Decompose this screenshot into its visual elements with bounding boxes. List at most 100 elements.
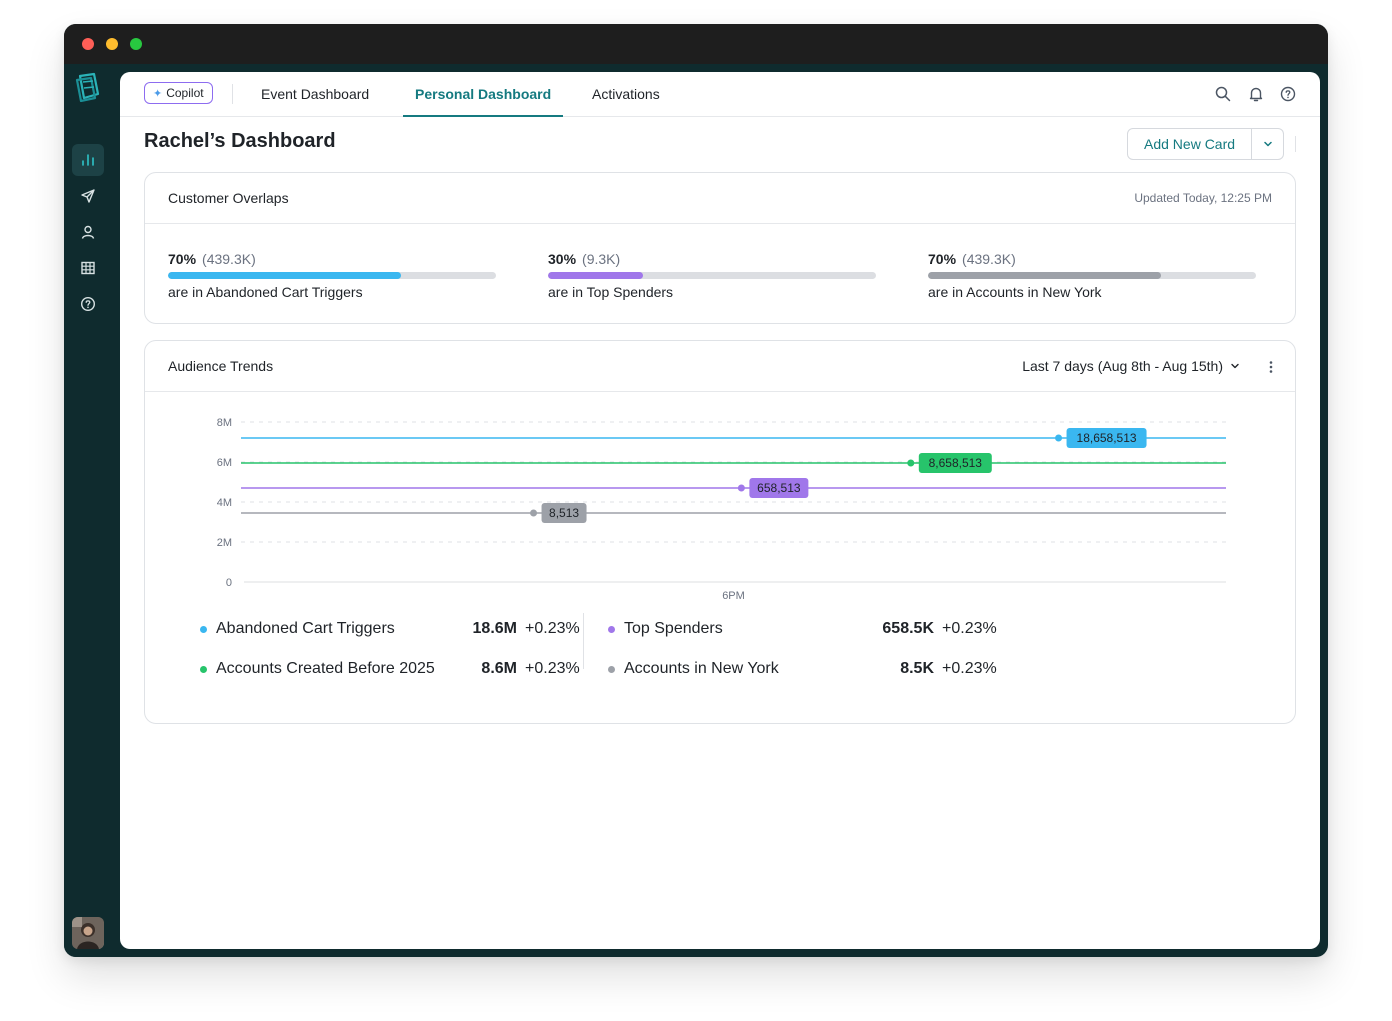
user-avatar[interactable] <box>72 917 104 949</box>
bell-icon[interactable] <box>1247 85 1265 103</box>
avatar-photo-icon <box>72 917 104 949</box>
send-icon <box>81 189 95 203</box>
series-value-label: 8,658,513 <box>929 456 983 470</box>
tab-personal-dashboard[interactable]: Personal Dashboard <box>402 72 564 117</box>
minimize-window-button[interactable] <box>106 38 118 50</box>
y-tick-label: 4M <box>217 497 232 509</box>
overlap-count: (439.3K) <box>202 251 256 267</box>
card-title: Customer Overlaps <box>168 190 289 206</box>
sidebar-item-activations[interactable] <box>72 180 104 212</box>
legend-value: 658.5K <box>882 620 934 637</box>
tab-activations[interactable]: Activations <box>592 86 660 102</box>
sidebar-item-tables[interactable] <box>72 252 104 284</box>
series-value-badge <box>541 503 587 523</box>
title-bar <box>64 24 1328 64</box>
legend-item[interactable]: Accounts Created Before 2025 <box>200 659 435 679</box>
date-range-select[interactable]: Last 7 days (Aug 8th - Aug 15th) <box>1022 358 1241 374</box>
series-value-label: 8,513 <box>549 506 579 520</box>
legend-item[interactable]: Top Spenders <box>608 619 723 639</box>
maximize-window-button[interactable] <box>130 38 142 50</box>
help-circle-icon <box>80 296 96 312</box>
overlap-count: (439.3K) <box>962 251 1016 267</box>
more-options-icon[interactable] <box>1265 359 1277 375</box>
x-tick-label: 6PM <box>722 590 745 602</box>
overlap-item: 70% (439.3K) are in Abandoned Cart Trigge… <box>168 251 496 300</box>
sparkle-icon: ✦ <box>153 87 163 100</box>
overlap-bar <box>928 272 1256 279</box>
legend-change: +0.23% <box>525 620 580 637</box>
sidebar <box>64 64 120 957</box>
tab-event-dashboard[interactable]: Event Dashboard <box>261 86 370 102</box>
customer-overlaps-card: Customer Overlaps Updated Today, 12:25 P… <box>144 172 1296 324</box>
legend-change: +0.23% <box>525 660 580 677</box>
legend-name: Top Spenders <box>624 620 723 637</box>
user-icon <box>81 225 95 239</box>
overlap-bar <box>168 272 496 279</box>
sidebar-item-profiles[interactable] <box>72 216 104 248</box>
main-content: ✦ Copilot Event Dashboard Personal Dashb… <box>120 72 1320 949</box>
series-value-badge <box>749 478 809 498</box>
y-tick-label: 6M <box>217 457 232 469</box>
date-range-label: Last 7 days (Aug 8th - Aug 15th) <box>1022 358 1223 374</box>
sidebar-item-analytics[interactable] <box>72 144 104 176</box>
help-icon[interactable] <box>1279 85 1297 103</box>
page-title: Rachel’s Dashboard <box>144 130 336 152</box>
chevron-down-icon <box>1231 363 1239 369</box>
overlap-bar-fill <box>548 272 644 279</box>
audience-trends-chart: 0 2M 4M 6M 8M 6PM 18,658,513 8,658,513 658,513 8,… <box>217 417 1226 602</box>
series-marker <box>530 509 538 517</box>
legend-value: 18.6M <box>472 620 517 637</box>
add-new-card-button[interactable]: Add New Card <box>1127 128 1253 160</box>
overlap-bar-fill <box>168 272 401 279</box>
y-tick-label: 0 <box>226 577 232 589</box>
series-marker <box>907 459 915 467</box>
overlap-description: are in Accounts in New York <box>928 284 1102 300</box>
overlap-count: (9.3K) <box>582 251 621 267</box>
overlap-percent: 70% <box>928 251 957 267</box>
legend-value: 8.5K <box>900 660 934 677</box>
overlap-item: 70% (439.3K) are in Accounts in New York <box>928 251 1256 300</box>
table-icon <box>81 261 95 275</box>
card-header: Customer Overlaps Updated Today, 12:25 P… <box>145 173 1295 224</box>
legend-change: +0.23% <box>942 660 997 677</box>
series-value-label: 18,658,513 <box>1077 431 1137 445</box>
overlap-description: are in Abandoned Cart Triggers <box>168 284 363 300</box>
app-logo-icon[interactable] <box>74 72 102 102</box>
copilot-button[interactable]: ✦ Copilot <box>144 82 213 104</box>
sidebar-item-help[interactable] <box>72 288 104 320</box>
legend-dot <box>200 665 207 673</box>
overlap-item: 30% (9.3K) are in Top Spenders <box>548 251 876 300</box>
legend-dot <box>608 625 615 633</box>
legend-value: 8.6M <box>481 660 517 677</box>
series-value-label: 658,513 <box>757 481 801 495</box>
legend-divider <box>583 613 584 669</box>
chevron-down-icon <box>1263 141 1272 147</box>
overlap-description: are in Top Spenders <box>548 284 674 300</box>
series-value-badge <box>918 453 992 473</box>
legend-name: Accounts in New York <box>624 660 779 677</box>
search-icon[interactable] <box>1214 85 1232 103</box>
legend-dot <box>200 625 207 633</box>
copilot-label: Copilot <box>166 86 204 100</box>
updated-timestamp: Updated Today, 12:25 PM <box>1134 191 1272 205</box>
legend-name: Abandoned Cart Triggers <box>216 620 395 637</box>
overlap-bar-fill <box>928 272 1161 279</box>
app-window: ✦ Copilot Event Dashboard Personal Dashb… <box>64 24 1328 957</box>
card-header: Audience Trends Last 7 days (Aug 8th - A… <box>145 341 1295 392</box>
nav-divider <box>232 84 233 104</box>
add-card-control: Add New Card <box>1127 128 1285 160</box>
top-navigation: ✦ Copilot Event Dashboard Personal Dashb… <box>120 72 1320 117</box>
audience-trends-card: Audience Trends Last 7 days (Aug 8th - A… <box>144 340 1296 724</box>
legend-item[interactable]: Accounts in New York <box>608 659 779 679</box>
series-marker <box>1055 434 1063 442</box>
legend-name: Accounts Created Before 2025 <box>216 660 435 677</box>
card-title: Audience Trends <box>168 358 274 374</box>
close-window-button[interactable] <box>82 38 94 50</box>
overlap-percent: 70% <box>168 251 197 267</box>
legend-item[interactable]: Abandoned Cart Triggers <box>200 619 395 639</box>
y-tick-label: 8M <box>217 417 232 429</box>
bar-chart-icon <box>82 154 94 166</box>
add-card-dropdown-button[interactable] <box>1252 128 1285 160</box>
legend-change: +0.23% <box>942 620 997 637</box>
y-tick-label: 2M <box>217 537 232 549</box>
